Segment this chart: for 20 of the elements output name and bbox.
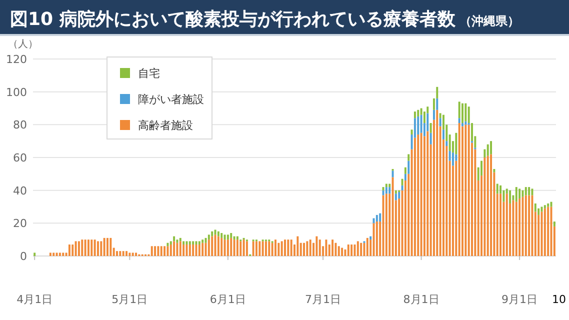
y-tick-label: 80 [13, 118, 27, 132]
x-tick-label: 4月1日 [16, 293, 53, 306]
legend-label: 自宅 [138, 67, 160, 80]
y-tick-label: 60 [13, 152, 27, 164]
y-tick-label: 0 [20, 250, 27, 263]
y-tick-label: 40 [13, 184, 27, 198]
chart-subtitle: （沖縄県） [459, 14, 520, 28]
x-tick-label: 9月1日 [502, 293, 538, 306]
y-tick-label: 100 [6, 86, 27, 99]
x-tick-label: 7月1日 [305, 293, 342, 306]
x-tick-label: 8月1日 [403, 293, 440, 306]
x-tick-label: 5月1日 [112, 293, 148, 306]
y-axis-title: （人） [8, 39, 38, 50]
text: 10 [552, 293, 566, 306]
chart-title: 図10 病院外において酸素投与が行われている療養者数 [10, 9, 456, 30]
legend-label: 障がい者施設 [138, 93, 204, 106]
legend-label: 高齢者施設 [138, 119, 193, 132]
y-tick-label: 120 [6, 53, 27, 66]
x-tick-label: 6月1日 [210, 293, 246, 306]
y-tick-label: 20 [13, 217, 27, 230]
